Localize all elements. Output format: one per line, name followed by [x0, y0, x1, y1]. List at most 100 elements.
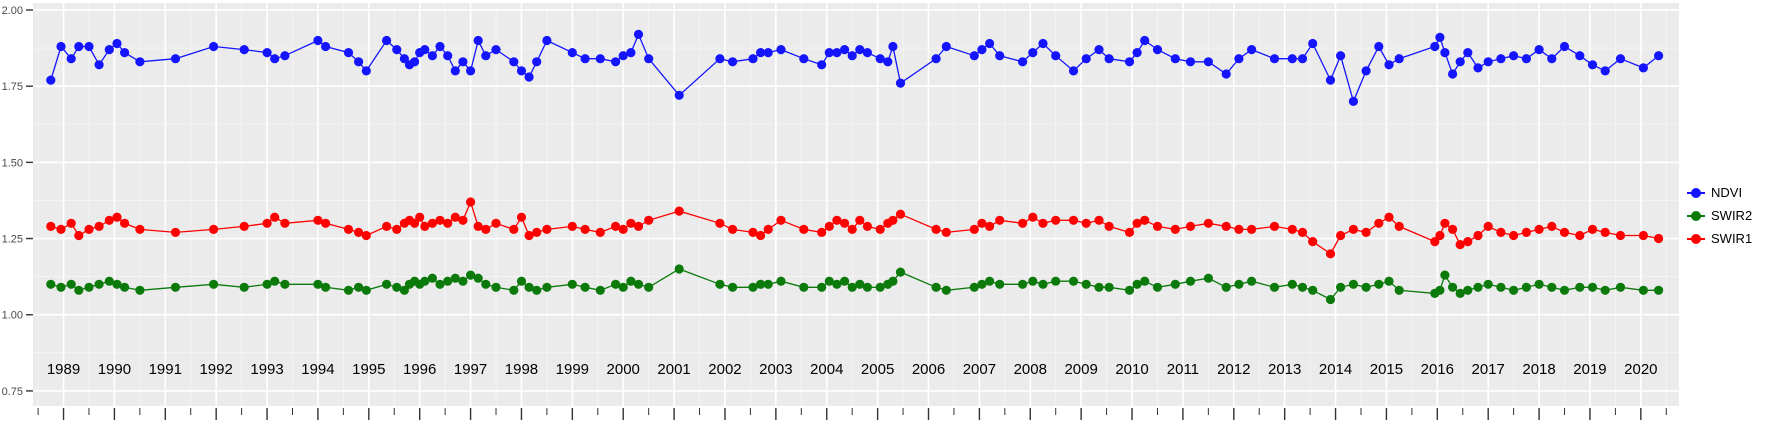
data-point	[516, 212, 527, 222]
data-point	[1463, 285, 1473, 295]
data-point	[239, 221, 249, 231]
x-tick-label: 2004	[810, 361, 843, 378]
data-point	[56, 224, 66, 234]
data-point	[1615, 282, 1626, 292]
data-point	[1068, 66, 1079, 76]
series-points-SWIR1	[46, 197, 1664, 259]
data-point	[1104, 282, 1114, 292]
chart-panel	[33, 3, 1679, 406]
data-point	[1051, 215, 1061, 225]
data-point	[1132, 48, 1142, 58]
data-point	[1104, 221, 1114, 231]
data-point	[580, 282, 590, 292]
data-point	[1348, 96, 1358, 106]
data-point	[1483, 279, 1493, 289]
data-point	[1247, 276, 1257, 286]
data-point	[1038, 279, 1048, 289]
data-point	[1152, 221, 1163, 231]
data-point	[1051, 276, 1061, 286]
data-point	[1374, 279, 1384, 289]
data-point	[875, 224, 885, 234]
data-point	[1018, 279, 1028, 289]
data-point	[443, 276, 453, 286]
data-point	[420, 45, 430, 55]
data-point	[74, 41, 84, 52]
data-point	[715, 279, 725, 289]
x-tick-label: 2010	[1115, 361, 1148, 378]
data-point	[239, 45, 249, 55]
data-point	[728, 282, 738, 292]
y-tick-label: 1.75	[2, 81, 23, 93]
data-point	[1336, 51, 1346, 61]
data-point	[862, 282, 873, 292]
data-point	[840, 276, 850, 286]
data-point	[94, 221, 104, 231]
data-point	[84, 282, 94, 292]
data-point	[1325, 75, 1336, 85]
data-point	[748, 282, 758, 292]
data-point	[895, 78, 906, 88]
y-tick-label: 1.50	[2, 157, 23, 169]
y-axis-ticks	[26, 9, 33, 392]
data-point	[399, 285, 409, 295]
data-point	[481, 224, 491, 234]
data-point	[458, 215, 468, 225]
data-point	[1455, 240, 1465, 250]
data-point	[170, 54, 181, 64]
data-point	[1140, 215, 1150, 225]
x-tick-label: 2013	[1268, 361, 1301, 378]
data-point	[1308, 285, 1318, 295]
legend-dot-swatch	[1691, 188, 1701, 198]
data-point	[382, 35, 392, 46]
x-tick-label: 2019	[1573, 361, 1606, 378]
data-point	[524, 282, 534, 292]
data-point	[120, 282, 130, 292]
data-point	[120, 48, 130, 58]
data-point	[392, 282, 402, 292]
data-point	[354, 57, 364, 67]
data-point	[1473, 63, 1483, 73]
data-point	[56, 41, 66, 52]
data-point	[56, 282, 66, 292]
data-point	[1094, 45, 1104, 55]
data-point	[1509, 51, 1519, 61]
data-point	[524, 230, 534, 241]
data-point	[1081, 218, 1091, 228]
data-point	[112, 38, 122, 49]
data-point	[481, 51, 491, 61]
data-point	[1361, 66, 1371, 76]
data-point	[580, 224, 590, 234]
data-point	[410, 218, 420, 228]
y-tick-label: 1.00	[2, 310, 23, 322]
data-point	[135, 285, 145, 295]
data-point	[280, 51, 290, 61]
data-point	[748, 227, 758, 237]
data-point	[1287, 279, 1297, 289]
data-point	[985, 38, 995, 49]
legend-item-swir2: SWIR2	[1687, 209, 1752, 223]
data-point	[1124, 57, 1135, 67]
data-point	[466, 270, 476, 280]
data-point	[399, 54, 409, 64]
data-point	[1185, 221, 1196, 231]
data-point	[450, 212, 460, 222]
data-point	[280, 218, 290, 228]
data-point	[1384, 276, 1394, 286]
data-point	[888, 41, 898, 52]
grid-major	[33, 3, 1679, 406]
data-point	[46, 221, 56, 231]
data-point	[1534, 279, 1544, 289]
data-point	[644, 215, 654, 225]
data-point	[239, 282, 249, 292]
data-point	[415, 212, 425, 222]
data-point	[1559, 285, 1570, 295]
data-point	[567, 279, 577, 289]
legend-dot-swatch	[1691, 211, 1701, 221]
data-point	[1104, 54, 1114, 64]
data-point	[1094, 215, 1104, 225]
data-point	[1018, 218, 1028, 228]
data-point	[1638, 285, 1648, 295]
data-point	[1473, 230, 1483, 241]
data-point	[270, 54, 280, 64]
data-point	[1435, 230, 1445, 241]
